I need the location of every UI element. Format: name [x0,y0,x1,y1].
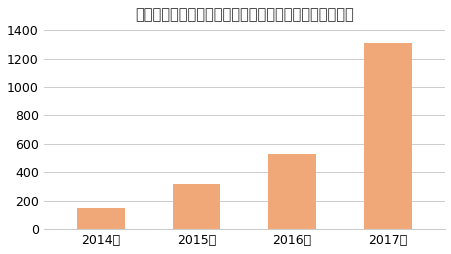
Title: ソーシャルレンディング業界の市場規模（単位：億円）: ソーシャルレンディング業界の市場規模（単位：億円） [135,7,353,22]
Bar [77,208,124,229]
Bar [267,154,315,229]
Bar [172,184,220,229]
Bar [363,43,411,229]
